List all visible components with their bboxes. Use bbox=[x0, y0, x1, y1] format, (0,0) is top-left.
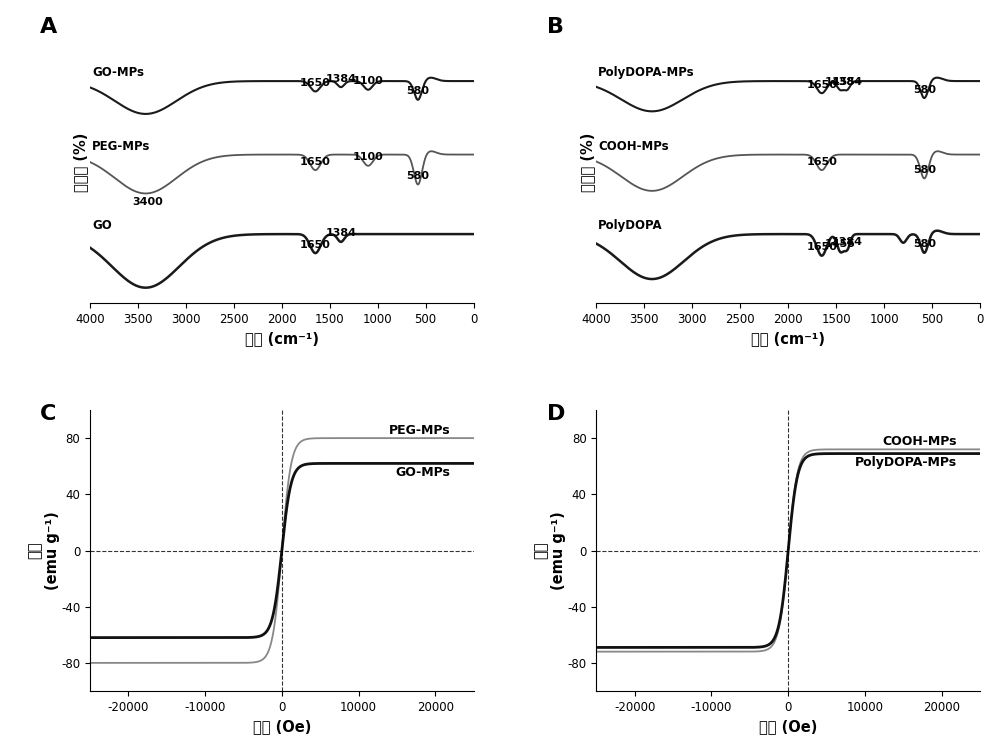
Text: B: B bbox=[547, 16, 564, 36]
Text: 580: 580 bbox=[913, 85, 936, 94]
Text: 580: 580 bbox=[913, 239, 936, 250]
Text: PolyDOPA: PolyDOPA bbox=[598, 219, 663, 233]
X-axis label: 磁场 (Oe): 磁场 (Oe) bbox=[253, 719, 311, 734]
Text: COOH-MPs: COOH-MPs bbox=[882, 435, 957, 448]
Text: 1650: 1650 bbox=[806, 80, 837, 90]
Text: PolyDOPA-MPs: PolyDOPA-MPs bbox=[855, 456, 957, 470]
Text: COOH-MPs: COOH-MPs bbox=[598, 140, 669, 153]
Text: D: D bbox=[547, 404, 565, 424]
Text: PEG-MPs: PEG-MPs bbox=[389, 424, 451, 437]
X-axis label: 磁场 (Oe): 磁场 (Oe) bbox=[759, 719, 817, 734]
Y-axis label: 透过率 (%): 透过率 (%) bbox=[580, 133, 595, 192]
Text: C: C bbox=[40, 404, 57, 424]
Text: 1384: 1384 bbox=[325, 228, 356, 239]
Y-axis label: 磁矩
(emu g⁻¹): 磁矩 (emu g⁻¹) bbox=[534, 511, 566, 590]
Text: 1384: 1384 bbox=[832, 237, 863, 247]
Text: 580: 580 bbox=[913, 165, 936, 175]
Text: 1650: 1650 bbox=[806, 242, 837, 253]
Text: PolyDOPA-MPs: PolyDOPA-MPs bbox=[598, 66, 695, 80]
Text: GO-MPs: GO-MPs bbox=[396, 466, 451, 479]
Text: 580: 580 bbox=[406, 86, 429, 97]
Text: 1650: 1650 bbox=[806, 157, 837, 166]
Text: 1650: 1650 bbox=[300, 240, 331, 250]
Text: 580: 580 bbox=[406, 171, 429, 181]
Text: GO: GO bbox=[92, 219, 112, 233]
Text: 1455: 1455 bbox=[825, 239, 856, 249]
Text: 1100: 1100 bbox=[353, 152, 384, 162]
Text: GO-MPs: GO-MPs bbox=[92, 66, 144, 80]
X-axis label: 波数 (cm⁻¹): 波数 (cm⁻¹) bbox=[245, 331, 319, 346]
Text: PEG-MPs: PEG-MPs bbox=[92, 140, 150, 153]
Text: 1650: 1650 bbox=[300, 157, 331, 166]
Text: 1100: 1100 bbox=[353, 77, 384, 86]
Y-axis label: 磁矩
(emu g⁻¹): 磁矩 (emu g⁻¹) bbox=[27, 511, 60, 590]
X-axis label: 波数 (cm⁻¹): 波数 (cm⁻¹) bbox=[751, 331, 825, 346]
Text: A: A bbox=[40, 16, 57, 36]
Y-axis label: 透过率 (%): 透过率 (%) bbox=[74, 133, 89, 192]
Text: 1384: 1384 bbox=[325, 74, 356, 84]
Text: 1650: 1650 bbox=[300, 78, 331, 88]
Text: 1455: 1455 bbox=[825, 77, 856, 87]
Text: 1384: 1384 bbox=[832, 77, 863, 86]
Text: 3400: 3400 bbox=[132, 197, 163, 207]
